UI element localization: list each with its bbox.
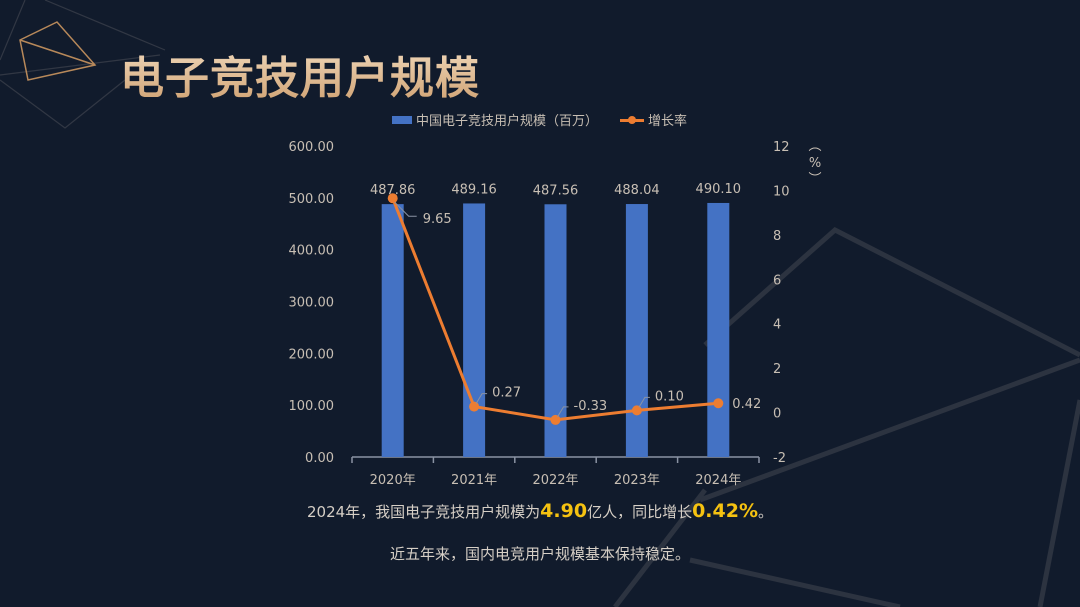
highlight-growth: 0.42% [692,500,758,522]
right-axis-tick: 0 [773,407,781,422]
bar-value-label: 487.56 [533,183,579,198]
right-axis-unit-top: ︵ [808,139,821,154]
right-axis-tick: -2 [773,451,786,466]
leader-line [475,393,488,404]
bar [544,204,567,457]
growth-value-label: 9.65 [423,212,452,227]
legend-line-swatch-icon [620,114,645,126]
bar-value-label: 488.04 [614,183,660,198]
right-axis-unit: % [809,156,821,171]
left-axis-tick: 400.00 [289,244,335,259]
summary-text: 亿人，同比增长 [587,503,693,521]
x-axis-label: 2021年 [451,473,497,488]
left-axis-tick: 600.00 [289,140,335,155]
leader-line [557,406,569,418]
legend-bar-swatch-icon [392,115,412,124]
leader-line [394,201,417,217]
summary-text: 。 [758,503,774,521]
legend-line-label: 增长率 [648,114,688,129]
bar-value-label: 489.16 [451,182,497,197]
bar [625,204,648,457]
x-axis-label: 2020年 [370,473,416,488]
growth-value-label: 0.10 [655,389,684,404]
right-axis-tick: 6 [773,273,781,288]
right-axis-tick: 8 [773,229,781,244]
right-axis-tick: 10 [773,184,790,199]
chart-legend: 中国电子竞技用户规模（百万） 增长率 [392,110,687,129]
growth-value-label: -0.33 [574,399,608,414]
right-axis-tick: 12 [773,140,790,155]
left-axis-tick: 300.00 [289,296,335,311]
summary-line-2: 近五年来，国内电竞用户规模基本保持稳定。 [389,545,690,563]
x-axis-label: 2023年 [614,473,660,488]
left-axis-tick: 200.00 [289,347,335,362]
bar-value-label: 487.86 [370,183,416,198]
summary-line-1: 2024年，我国电子竞技用户规模为4.90亿人，同比增长0.42%。 [0,500,1080,522]
bar-value-label: 490.10 [696,182,742,197]
growth-point [631,405,642,416]
left-axis-tick: 500.00 [289,192,335,207]
x-axis-label: 2024年 [695,473,741,488]
growth-value-label: 0.42 [732,397,761,412]
leader-line [638,396,650,408]
x-axis-label: 2022年 [532,473,578,488]
highlight-users: 4.90 [540,500,588,522]
growth-point [550,414,561,425]
right-axis-tick: 4 [773,318,781,333]
right-axis-tick: 2 [773,362,781,377]
bar [707,202,730,457]
growth-point [713,398,724,409]
summary-text: 2024年，我国电子竞技用户规模为 [306,503,541,521]
bar [463,203,486,457]
bar [381,204,404,457]
left-axis-tick: 0.00 [305,451,334,466]
growth-value-label: 0.27 [492,386,521,401]
left-axis-tick: 100.00 [289,399,335,414]
right-axis-unit-bottom: ︶ [808,172,821,187]
growth-point [469,401,480,412]
legend-bar-label: 中国电子竞技用户规模（百万） [416,114,599,129]
page-title: 电子竞技用户规模 [120,42,480,106]
growth-point [387,193,398,204]
